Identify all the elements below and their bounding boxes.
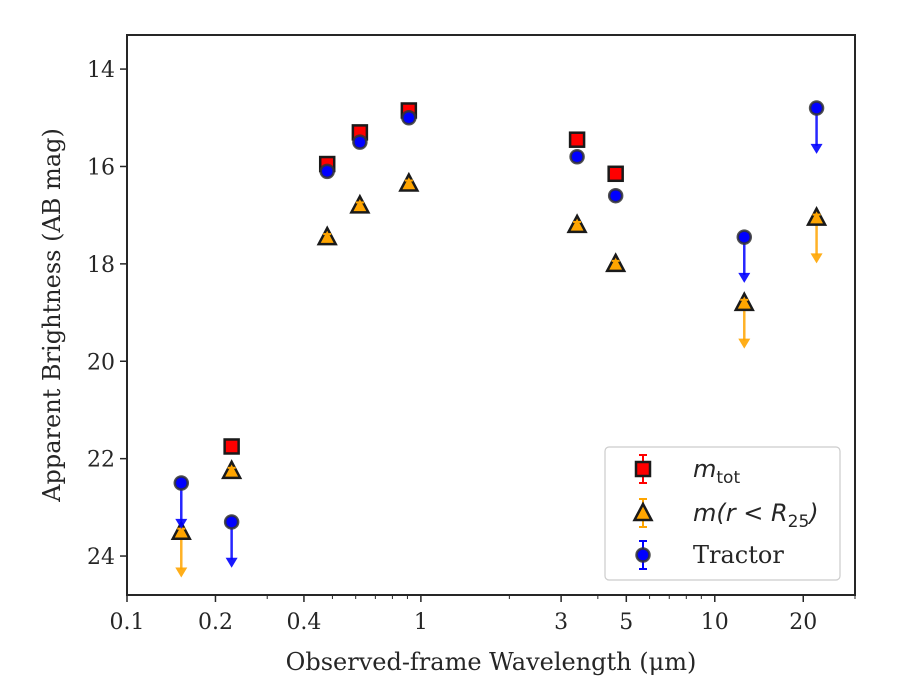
legend-label-main: Tractor xyxy=(693,541,784,569)
legend-item: mtot xyxy=(634,454,740,488)
series-circle xyxy=(173,100,825,568)
y-tick-label: 16 xyxy=(87,155,115,180)
data-point xyxy=(808,100,825,116)
legend-box xyxy=(604,446,841,581)
x-tick-label: 0.1 xyxy=(110,610,145,635)
data-point xyxy=(566,213,588,234)
data-point xyxy=(733,291,755,312)
data-point xyxy=(352,134,368,150)
upper-limit-arrow-head xyxy=(810,143,823,154)
legend: mtot m(r < R25) Tractor xyxy=(604,446,841,581)
data-point xyxy=(349,193,371,214)
plot-area xyxy=(170,100,828,578)
series-triangle xyxy=(170,171,828,578)
x-axis-label: Observed-frame Wavelength (μm) xyxy=(286,648,697,676)
upper-limit-arrow-head xyxy=(738,272,751,283)
y-axis-label: Apparent Brightness (AB mag) xyxy=(38,128,66,503)
data-point xyxy=(223,438,240,455)
legend-label-subscript: tot xyxy=(716,468,740,488)
upper-limit-arrow-head xyxy=(175,567,188,578)
y-tick-label: 22 xyxy=(87,448,115,473)
data-point xyxy=(568,131,586,148)
x-tick-label: 5 xyxy=(619,610,633,635)
data-point xyxy=(569,148,585,165)
legend-label: m(r < R25) xyxy=(693,499,819,532)
legend-label: Tractor xyxy=(693,541,784,569)
data-point xyxy=(605,252,627,273)
upper-limit-arrow-head xyxy=(175,518,188,529)
y-tick-label: 24 xyxy=(87,545,115,570)
y-tick-label: 14 xyxy=(87,58,115,83)
data-point xyxy=(173,475,190,491)
data-point xyxy=(221,459,243,480)
upper-limit-arrow-head xyxy=(738,338,751,349)
legend-item: Tractor xyxy=(635,540,784,570)
upper-limit-arrow-head xyxy=(810,253,823,264)
x-tick-label: 1 xyxy=(414,610,428,635)
x-axis: 0.1 0.2 0.4 1 3 5 10 20 xyxy=(110,595,856,635)
x-tick-label: 10 xyxy=(701,610,729,635)
data-point xyxy=(398,171,420,192)
data-point xyxy=(401,110,417,126)
y-tick-label: 18 xyxy=(87,253,115,278)
axes-frame xyxy=(126,34,856,596)
data-point xyxy=(805,205,828,226)
legend-label-subscript: 25 xyxy=(788,512,810,532)
data-point xyxy=(316,225,338,246)
data-point xyxy=(223,514,240,530)
upper-limit-arrow-head xyxy=(225,557,238,568)
data-point xyxy=(607,165,624,183)
y-axis: 14 16 18 20 22 24 xyxy=(87,58,127,570)
legend-label: mtot xyxy=(693,455,740,488)
triangle-marker xyxy=(632,501,654,522)
data-point xyxy=(607,187,624,204)
legend-item: m(r < R25) xyxy=(632,498,819,532)
legend-label-main: m xyxy=(693,455,716,483)
data-point xyxy=(319,163,335,180)
x-tick-label: 3 xyxy=(554,610,568,635)
data-point xyxy=(170,520,192,540)
circle-marker xyxy=(635,547,651,563)
x-tick-label: 0.2 xyxy=(198,610,233,635)
square-marker xyxy=(634,460,652,478)
data-point xyxy=(736,229,753,245)
x-tick-label: 0.4 xyxy=(286,610,321,635)
legend-label-main: m(r < R xyxy=(693,499,788,527)
legend-label-tail: ) xyxy=(807,499,818,527)
x-tick-label: 20 xyxy=(789,610,817,635)
y-tick-label: 20 xyxy=(87,350,115,375)
